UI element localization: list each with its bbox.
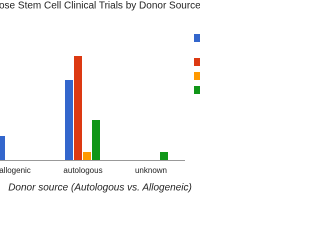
bar	[160, 152, 168, 160]
x-tick-label: unknown	[135, 166, 167, 175]
bar	[65, 80, 73, 160]
chart: ose Stem Cell Clinical Trials by Donor S…	[0, 1, 200, 194]
bar	[74, 56, 82, 160]
chart-title: ose Stem Cell Clinical Trials by Donor S…	[0, 1, 200, 12]
x-tick-label: autologous	[63, 166, 102, 175]
bar	[92, 120, 100, 160]
legend-swatch	[194, 58, 200, 66]
legend-swatch	[194, 34, 200, 42]
legend-swatch	[194, 86, 200, 94]
bar	[83, 152, 91, 160]
x-axis-title: Donor source (Autologous vs. Allogeneic)	[8, 183, 192, 194]
page: {"chart_data": {"type": "bar", "title": …	[0, 0, 200, 194]
bar	[0, 136, 5, 160]
x-tick-label: allogenic	[0, 166, 31, 175]
legend-swatch	[194, 72, 200, 80]
